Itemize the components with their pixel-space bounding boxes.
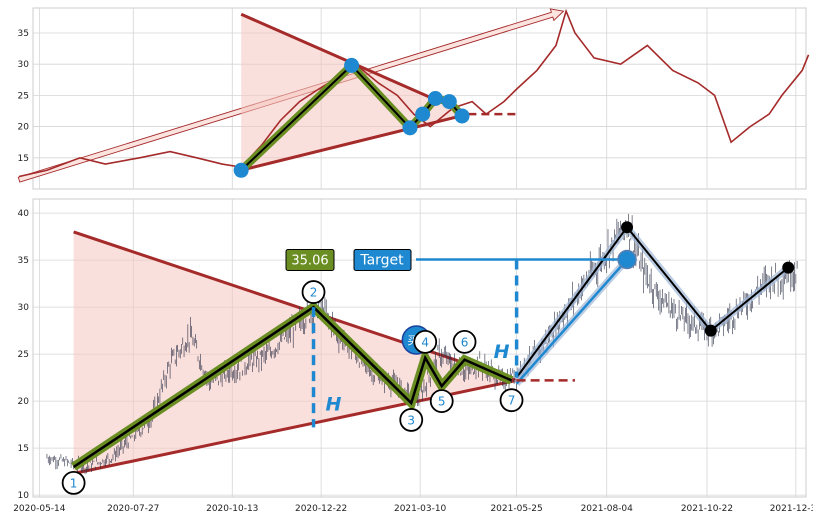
bottom-y-tick-label: 10 xyxy=(18,491,30,501)
top-y-tick-label: 15 xyxy=(18,154,29,164)
x-tick-label: 2020-12-22 xyxy=(295,504,347,514)
target-value-label: 35.06 xyxy=(291,254,328,269)
x-tick-label: 2020-07-27 xyxy=(107,504,159,514)
top-y-tick-label: 25 xyxy=(18,91,29,101)
pattern-point-label: 4 xyxy=(421,335,429,349)
pattern-point-label: 7 xyxy=(508,394,516,408)
pattern-point-marker xyxy=(429,389,454,414)
top-price-panel: 15 20 25 30 35 xyxy=(18,7,810,190)
pattern-point-marker xyxy=(399,408,424,432)
x-tick-label: 2020-05-14 xyxy=(13,504,66,514)
top-price-line xyxy=(18,8,810,178)
x-tick-label: 2021-12-31 xyxy=(770,504,813,514)
x-tick-label: 2020-10-13 xyxy=(206,504,258,514)
pattern-point-marker xyxy=(61,470,86,495)
x-tick-label: 2021-10-22 xyxy=(681,504,733,514)
projection-marker xyxy=(617,249,637,270)
pattern-point-marker xyxy=(301,280,326,304)
height-marker-label: H xyxy=(326,394,342,416)
bottom-y-tick-label: 15 xyxy=(18,444,29,454)
target-value-box xyxy=(285,249,335,272)
target-label: Target xyxy=(359,253,404,269)
pattern-point-label: 5 xyxy=(438,395,446,409)
pattern-point-marker xyxy=(413,329,438,354)
projection-line xyxy=(515,225,789,379)
projection-marker xyxy=(621,221,634,234)
top-y-tick-label: 20 xyxy=(18,123,30,133)
projection-marker xyxy=(704,324,717,337)
x-tick-label: 2021-05-25 xyxy=(490,504,542,514)
top-y-tick-label: 30 xyxy=(18,60,30,70)
top-pattern-point xyxy=(233,162,249,178)
pattern-point-marker xyxy=(499,388,524,413)
target-path-line xyxy=(515,258,628,385)
top-pattern-point xyxy=(454,108,470,124)
x-tick-label: 2021-08-04 xyxy=(581,504,634,514)
top-pattern-point xyxy=(427,91,443,106)
top-triangle-fill xyxy=(241,14,469,171)
height-marker-label: H xyxy=(494,341,510,363)
bottom-y-tick-label: 35 xyxy=(18,256,29,266)
pattern-point-marker xyxy=(452,329,477,354)
top-lower-trendline xyxy=(240,112,469,172)
bottom-y-tick-label: 40 xyxy=(18,209,30,219)
bottom-y-tick-label: 30 xyxy=(18,303,30,313)
bottom-triangle-fill xyxy=(73,231,517,474)
x-tick-label: 2021-03-10 xyxy=(394,504,447,514)
top-pattern-point xyxy=(441,94,457,110)
pattern-point-label: 1 xyxy=(70,476,78,490)
top-pattern-point xyxy=(402,120,418,136)
projection-marker xyxy=(782,261,795,274)
pattern-point-label: 3 xyxy=(407,413,415,427)
top-y-tick-label: 35 xyxy=(18,29,29,39)
top-pattern-point xyxy=(415,106,431,122)
pattern-point-label: 2 xyxy=(310,286,318,300)
bottom-y-tick-label: 20 xyxy=(18,397,30,407)
target-box xyxy=(353,249,412,272)
pattern-point-label: 6 xyxy=(461,335,469,349)
top-pattern-point xyxy=(344,57,360,73)
bottom-y-tick-label: 25 xyxy=(18,350,29,360)
